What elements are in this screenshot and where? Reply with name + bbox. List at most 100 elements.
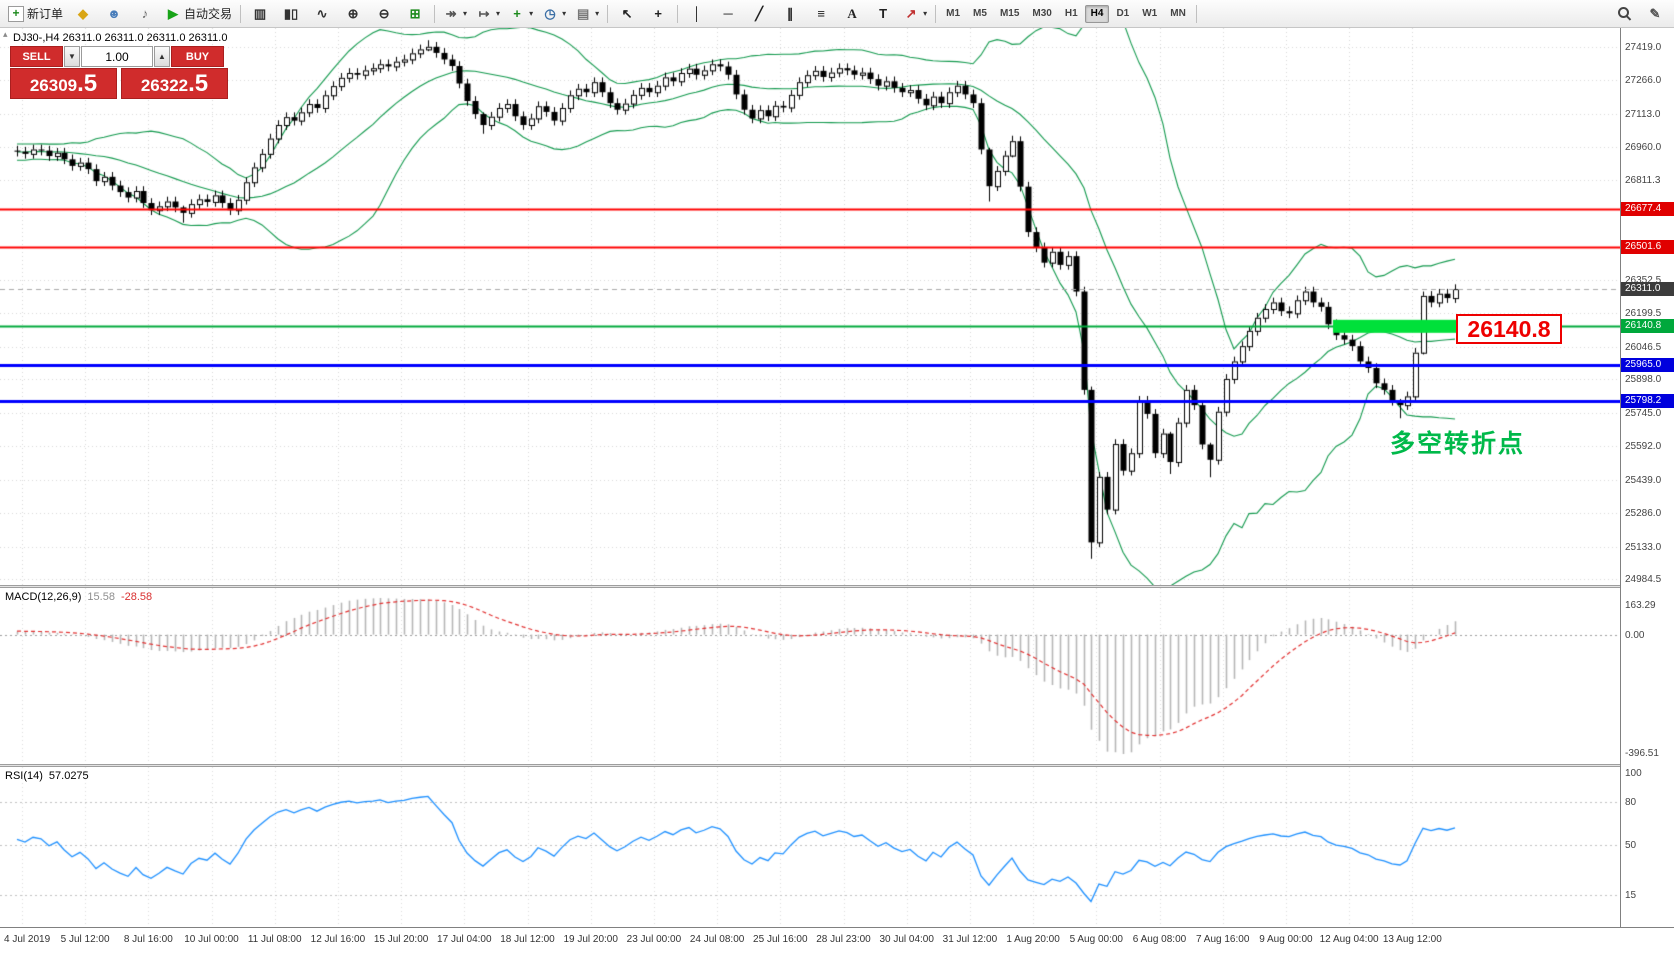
price-axis-label: 25898.0: [1625, 374, 1662, 386]
level-price-tag[interactable]: 26677.4: [1621, 202, 1674, 217]
pane-separator[interactable]: [0, 585, 1674, 588]
templates-button[interactable]: ▤ ▾: [571, 2, 603, 26]
sell-price-button[interactable]: 26309 .5: [10, 68, 117, 99]
dropdown-caret-icon: ▾: [529, 9, 534, 18]
timeframe-w1[interactable]: W1: [1142, 7, 1158, 19]
level-price-tag[interactable]: 26501.6: [1621, 240, 1674, 255]
level-price-tag[interactable]: 25798.2: [1621, 394, 1674, 409]
price-axis-label: 25592.0: [1625, 441, 1662, 453]
price-chart-canvas[interactable]: [0, 28, 1620, 585]
rsi-axis-label: 80: [1625, 796, 1637, 808]
price-axis[interactable]: 27419.0 27266.0 27113.0 26960.0 26811.3 26352…: [1620, 28, 1674, 927]
auto-scroll-button[interactable]: ↠ ▾: [439, 2, 471, 26]
time-axis-label: 15 Jul 20:00: [373, 934, 429, 945]
tile-windows-button[interactable]: ⊞: [400, 2, 430, 26]
support-price-callout[interactable]: 26140.8: [1456, 314, 1562, 344]
price-axis-label: 26199.5: [1625, 308, 1662, 320]
line-chart-button[interactable]: ∿: [307, 2, 337, 26]
autotrading-icon: ▶: [168, 5, 179, 21]
current-price-tag[interactable]: 26311.0: [1621, 282, 1674, 297]
timeframe-m1[interactable]: M1: [946, 7, 961, 19]
toolbar-separator: [1195, 4, 1197, 23]
macd-canvas[interactable]: [0, 588, 1620, 764]
time-axis-label: 31 Jul 12:00: [942, 934, 998, 945]
macd-value-main: 15.58: [87, 591, 115, 603]
rsi-axis-label: 100: [1625, 768, 1642, 779]
new-order-button[interactable]: + 新订单: [4, 2, 67, 26]
price-axis-label: 25286.0: [1625, 508, 1662, 520]
time-axis-label: 12 Aug 04:00: [1319, 934, 1379, 945]
cursor-button[interactable]: ↖: [612, 2, 642, 26]
price-axis-label: 27266.0: [1625, 75, 1662, 87]
bar-chart-button[interactable]: ▥: [245, 2, 275, 26]
pane-separator[interactable]: [0, 764, 1674, 767]
price-axis-label: 26960.0: [1625, 142, 1662, 154]
timeframe-m30[interactable]: M30: [1032, 7, 1052, 19]
symbols-button[interactable]: ◆: [68, 2, 98, 26]
zoom-in-icon: ⊕: [347, 5, 359, 21]
price-axis-label: 25745.0: [1625, 407, 1662, 419]
search-button[interactable]: [1609, 2, 1639, 26]
level-price-tag[interactable]: 26140.8: [1621, 319, 1674, 334]
text-button[interactable]: A: [837, 2, 867, 26]
periods-button[interactable]: ◷ ▾: [538, 2, 570, 26]
dropdown-caret-icon: ▾: [496, 9, 501, 18]
one-click-collapse-toggle[interactable]: ▴: [3, 29, 8, 39]
timeframe-d1[interactable]: D1: [1116, 7, 1130, 19]
buy-button[interactable]: BUY: [171, 46, 224, 67]
time-axis-label: 11 Jul 08:00: [247, 934, 302, 945]
level-price-tag[interactable]: 25965.0: [1621, 357, 1674, 372]
macd-value-signal: -28.58: [120, 591, 153, 603]
fibonacci-button[interactable]: ≡: [806, 2, 836, 26]
new-order-icon: +: [8, 5, 24, 22]
price-axis-label: 25133.0: [1625, 541, 1662, 553]
arrows-icon: ↗: [905, 5, 917, 21]
time-axis-label: 30 Jul 04:00: [879, 934, 934, 945]
autotrading-button[interactable]: ▶ 自动交易: [161, 2, 236, 26]
channel-button[interactable]: ∥: [775, 2, 805, 26]
alerts-button[interactable]: ♪: [130, 2, 160, 26]
toolbar: + 新订单 ◆ ☻ ♪ ▶ 自动交易 ▥ ▮▯ ∿ ⊕ ⊖ ⊞ ↠ ▾ ↦ ▾ + ▾ ◷ ▾ ▤ ▾ ↖ + │ ─ ╱ ∥ ≡ A T ↗ ▾…: [0, 0, 1674, 28]
indicators-button[interactable]: + ▾: [505, 2, 537, 26]
rsi-axis-label: 15: [1625, 890, 1637, 902]
rsi-canvas[interactable]: [0, 767, 1620, 927]
timeframe-m5[interactable]: M5: [973, 7, 987, 19]
price-axis-label: 27113.0: [1625, 108, 1661, 120]
dropdown-caret-icon: ▾: [595, 9, 600, 18]
buy-price-button[interactable]: 26322 .5: [121, 68, 228, 99]
horizontal-line-button[interactable]: ─: [713, 2, 743, 26]
zoom-out-button[interactable]: ⊖: [369, 2, 399, 26]
timeframe-mn[interactable]: MN: [1170, 7, 1186, 19]
volume-input[interactable]: [81, 46, 153, 67]
text-label-button[interactable]: T: [868, 2, 898, 26]
arrows-button[interactable]: ↗ ▾: [899, 2, 931, 26]
candle-chart-button[interactable]: ▮▯: [276, 2, 306, 26]
sell-button[interactable]: SELL: [10, 46, 63, 67]
trendline-button[interactable]: ╱: [744, 2, 774, 26]
turning-point-annotation[interactable]: 多空转折点: [1390, 430, 1526, 458]
chart-shift-button[interactable]: ↦ ▾: [472, 2, 504, 26]
volume-decrease-button[interactable]: ▼: [64, 46, 80, 67]
time-axis[interactable]: 4 Jul 2019 5 Jul 12:00 8 Jul 16:00 10 Jul 0…: [0, 927, 1674, 953]
one-click-trading-panel: SELL ▼ ▲ BUY 26309 .5 26322 .5: [10, 46, 250, 99]
search-icon: [1617, 6, 1632, 21]
zoom-out-icon: ⊖: [378, 5, 390, 21]
crosshair-icon: +: [654, 5, 662, 21]
vertical-line-button[interactable]: │: [682, 2, 712, 26]
rsi-value: 57.0275: [48, 770, 89, 782]
profile-button[interactable]: ☻: [99, 2, 129, 26]
crosshair-button[interactable]: +: [643, 2, 673, 26]
timeframe-h4[interactable]: H4: [1084, 4, 1110, 23]
vertical-line-icon: │: [693, 5, 702, 21]
new-order-button-label: 新订单: [27, 7, 64, 21]
timeframe-h1[interactable]: H1: [1064, 7, 1078, 19]
zoom-in-button[interactable]: ⊕: [338, 2, 368, 26]
price-axis-label: 26046.5: [1625, 341, 1662, 353]
price-axis-label: 25439.0: [1625, 474, 1662, 486]
time-axis-label: 4 Jul 2019: [4, 934, 51, 945]
edit-button[interactable]: ✎: [1640, 2, 1670, 26]
timeframe-m15[interactable]: M15: [999, 7, 1020, 19]
volume-increase-button[interactable]: ▲: [154, 46, 170, 67]
periods-icon: ◷: [544, 5, 556, 21]
time-axis-label: 6 Aug 08:00: [1132, 934, 1187, 945]
